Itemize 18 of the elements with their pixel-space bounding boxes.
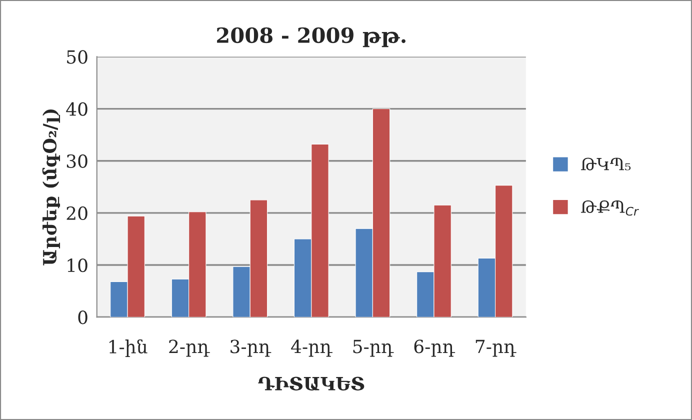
legend-label: ԹԿՊ₅ [581,158,631,170]
x-tick-label: 2-րդ [169,340,210,357]
x-axis-title: ԴԻՏԱԿԵՏ [258,376,364,390]
x-tick-label: 4-րդ [291,340,332,357]
x-tick-label: 5-րդ [353,340,394,357]
x-tick-label: 1-ին [109,339,148,358]
chart-title: 2008 - 2009 թթ. [217,27,406,48]
x-tick-label: 3-րդ [230,340,272,357]
y-tick-label: 20 [66,206,88,220]
x-tick-label: 7-րդ [476,340,516,357]
y-tick-label: 10 [68,258,88,272]
y-tick-label: 40 [66,102,88,116]
legend-label: ԹՔՊ$_{Cr}$ [581,200,639,216]
y-axis-title: Արժեք (մգO₂/լ) [42,110,60,266]
y-tick-label: 30 [66,154,88,168]
y-tick-label: 50 [67,50,88,64]
y-tick-label: 0 [78,310,88,324]
x-tick-label: 6-րդ [414,340,456,357]
